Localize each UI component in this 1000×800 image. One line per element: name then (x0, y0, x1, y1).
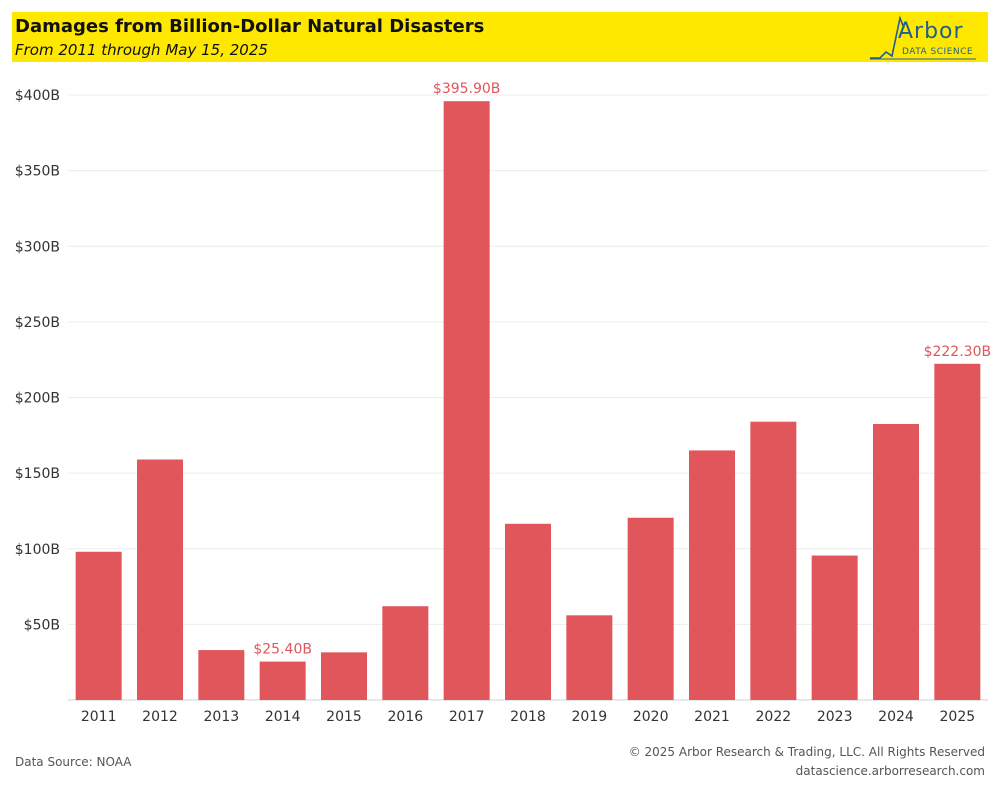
arbor-logo: Arbor DATA SCIENCE (868, 14, 980, 60)
bar-2024[interactable] (873, 423, 919, 700)
bar-2021[interactable] (689, 450, 735, 700)
x-tick-label: 2011 (81, 709, 117, 725)
x-tick-label: 2024 (878, 709, 914, 725)
x-tick-label: 2022 (756, 709, 792, 725)
arbor-logo-mark-icon (870, 15, 976, 60)
x-tick-label: 2025 (940, 709, 976, 725)
y-tick-label: $250B (15, 315, 60, 331)
logo-wordmark: Arbor (898, 19, 964, 44)
bar-2022[interactable] (750, 421, 797, 700)
y-tick-label: $400B (15, 88, 60, 104)
bar-2018[interactable] (505, 523, 551, 700)
bar-2019[interactable] (566, 615, 613, 700)
bar-2016[interactable] (382, 606, 429, 700)
x-tick-label: 2016 (388, 709, 424, 725)
x-axis: 2011 2012 2013 2014 2015 2016 2017 2018 2019 2020… (81, 709, 975, 725)
chart-title: Damages from Billion-Dollar Natural Disa… (15, 16, 485, 37)
chart-header: Damages from Billion-Dollar Natural Disa… (12, 12, 988, 62)
x-tick-label: 2012 (142, 709, 178, 725)
bar-2023[interactable] (811, 555, 858, 700)
y-tick-label: $350B (15, 164, 60, 180)
x-tick-label: 2015 (326, 709, 362, 725)
data-label-2017: $395.90B (433, 81, 501, 97)
bar-2025[interactable] (934, 363, 981, 700)
data-labels: $25.40B $395.90B $222.30B (253, 81, 991, 657)
data-label-2014: $25.40B (253, 642, 312, 658)
x-tick-label: 2014 (265, 709, 301, 725)
logo-tagline: DATA SCIENCE (902, 47, 974, 57)
x-tick-label: 2020 (633, 709, 669, 725)
bars (75, 101, 981, 701)
bar-2015[interactable] (321, 652, 367, 700)
y-tick-label: $150B (15, 466, 60, 482)
bar-2011[interactable] (75, 551, 122, 700)
y-tick-label: $100B (15, 542, 60, 558)
y-tick-label: $50B (24, 617, 60, 633)
y-tick-label: $300B (15, 239, 60, 255)
bar-2012[interactable] (137, 459, 183, 700)
x-tick-label: 2017 (449, 709, 485, 725)
website-link[interactable]: datascience.arborresearch.com (795, 764, 985, 778)
x-tick-label: 2019 (572, 709, 608, 725)
bar-2020[interactable] (627, 517, 674, 700)
copyright-note: © 2025 Arbor Research & Trading, LLC. Al… (628, 745, 985, 759)
bar-2014[interactable] (259, 661, 306, 700)
data-label-2025: $222.30B (924, 344, 992, 360)
x-tick-label: 2013 (204, 709, 240, 725)
x-tick-label: 2018 (510, 709, 546, 725)
bar-2013[interactable] (198, 650, 245, 700)
y-axis: $50B $100B $150B $200B $250B $300B $350B $400B (15, 88, 60, 633)
x-tick-label: 2021 (694, 709, 730, 725)
y-tick-label: $200B (15, 391, 60, 407)
data-source-note: Data Source: NOAA (15, 755, 132, 769)
bar-2017[interactable] (443, 101, 490, 701)
x-tick-label: 2023 (817, 709, 853, 725)
chart-subtitle: From 2011 through May 15, 2025 (15, 41, 268, 59)
